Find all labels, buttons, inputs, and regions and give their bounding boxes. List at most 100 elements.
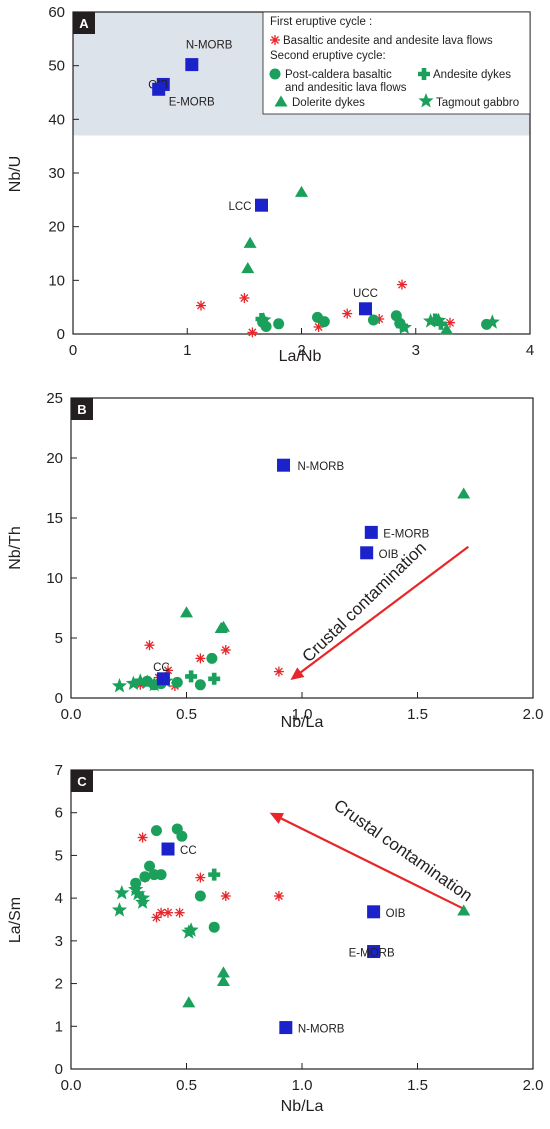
y-tick-label: 0	[55, 690, 63, 707]
x-tick-label: 0.5	[176, 706, 197, 723]
panel-c-asterisk-point	[220, 891, 231, 901]
reference-oib-marker	[360, 546, 374, 560]
reference-n-morb-marker	[185, 58, 199, 72]
panel-c-star-point	[111, 902, 128, 917]
reference-n-morb-label: N-MORB	[298, 461, 345, 473]
x-tick-label: 2	[297, 342, 305, 359]
y-tick-label: 0	[57, 326, 65, 343]
reference-ucc-label: UCC	[353, 288, 378, 300]
panel-c-star-point	[135, 890, 151, 905]
legend-cycle2-heading: Second eruptive cycle:	[270, 50, 386, 62]
panel-c-cross-point	[208, 868, 221, 881]
panel-a-triangle-point	[241, 262, 255, 274]
panel-b-marks: N-MORB E-MORB OIB CC	[111, 458, 471, 693]
panel-a-star-point	[431, 312, 447, 328]
panel-c-circle-point	[208, 921, 220, 933]
legend-triangle-symbol	[274, 95, 288, 107]
x-tick-label: 0.5	[176, 1077, 197, 1094]
reference-e-morb-label: E-MORB	[169, 96, 215, 108]
panel-b-ticks: 0.0 0.5 1.0 1.5 2.0 0 5 10 15 20 25	[46, 390, 543, 723]
panel-b-star-point	[125, 675, 141, 691]
panel-a-star-point	[484, 314, 500, 329]
reference-n-morb-label: N-MORB	[186, 40, 233, 52]
legend-basaltic-label: Basaltic andesite and andesite lava flow…	[283, 35, 493, 47]
panel-c-asterisk-point	[163, 907, 173, 918]
panel-c-circle-point	[194, 890, 206, 902]
y-tick-label: 4	[55, 890, 63, 907]
reference-ucc-marker	[358, 302, 372, 316]
panel-b-star-point	[139, 674, 155, 689]
reference-cc-marker	[161, 842, 175, 856]
reference-oib-marker	[367, 905, 381, 919]
panel-b-circle-point	[206, 652, 218, 664]
panel-b-triangle-point	[457, 487, 471, 499]
x-tick-label: 0	[69, 342, 77, 359]
panel-c-star-point	[128, 881, 144, 897]
panel-a-asterisk-point	[247, 327, 258, 338]
legend-cycle1-heading: First eruptive cycle :	[270, 16, 372, 28]
panel-a-asterisk-point	[239, 293, 250, 303]
x-tick-label: 3	[412, 342, 420, 359]
panel-c-ylabel: La/Sm	[7, 897, 24, 943]
panel-a-star-point	[396, 319, 412, 334]
reference-e-morb-marker	[152, 82, 166, 96]
panel-b-cross-point	[208, 672, 221, 685]
panel-c-asterisk-point	[273, 891, 284, 901]
panel-c-star-point	[114, 885, 130, 900]
panel-a-circle-point	[318, 316, 330, 328]
y-tick-label: 6	[55, 805, 63, 822]
panel-b-circle-point	[171, 676, 183, 688]
y-tick-label: 60	[48, 4, 65, 21]
panel-b: 0.0 0.5 1.0 1.5 2.0 0 5 10 15 20 25 N-MORB E-MORB OI…	[7, 390, 543, 731]
panel-a-xlabel: La/Nb	[279, 348, 322, 365]
panel-c-circle-point	[139, 871, 151, 883]
panel-c-label-box	[71, 770, 93, 792]
contamination-arrow-head	[269, 812, 284, 824]
panel-b-asterisk-point	[195, 653, 206, 664]
y-tick-label: 10	[46, 570, 63, 587]
panel-a-star-point	[256, 312, 272, 327]
reference-n-morb-label: N-MORB	[298, 1024, 345, 1036]
legend-cross-symbol	[418, 68, 430, 80]
panel-c-asterisk-point	[174, 907, 185, 918]
legend-box	[262, 11, 531, 115]
y-tick-label: 10	[48, 272, 65, 289]
panel-c-star-point	[130, 885, 146, 901]
panel-c-triangle-point	[216, 974, 230, 986]
x-tick-label: 1.0	[292, 1077, 313, 1094]
x-tick-label: 0.0	[61, 1077, 82, 1094]
y-tick-label: 7	[55, 762, 63, 779]
panel-b-asterisk-point	[273, 666, 284, 677]
panel-c-marks: CC OIB E-MORB N-MORB	[111, 823, 471, 1036]
legend-star-symbol	[418, 93, 434, 108]
y-tick-label: 50	[48, 58, 65, 75]
reference-cc-marker	[156, 672, 170, 686]
y-tick-label: 15	[46, 510, 63, 527]
panel-c-contamination-arrow	[269, 812, 465, 910]
x-tick-label: 4	[526, 342, 534, 359]
panel-c-triangle-point	[457, 904, 471, 916]
panel-c-star-point	[135, 894, 151, 909]
x-tick-label: 2.0	[523, 1077, 544, 1094]
y-tick-label: 20	[46, 450, 63, 467]
panel-c-star-point	[183, 922, 199, 937]
reference-n-morb-marker	[279, 1021, 293, 1035]
panel-a-asterisk-point	[196, 300, 206, 311]
panel-c-circle-point	[176, 830, 188, 842]
reference-cc-label: CC	[153, 662, 170, 674]
legend-asterisk-symbol	[270, 35, 280, 45]
x-tick-label: 1.5	[407, 1077, 428, 1094]
panel-b-asterisk-point	[220, 645, 231, 655]
reference-lcc-marker	[255, 198, 269, 212]
x-tick-label: 2.0	[523, 706, 544, 723]
panel-b-triangle-point	[216, 620, 230, 632]
panel-a-star-point	[423, 313, 439, 328]
legend-post-caldera-label-1: Post-caldera basaltic	[285, 69, 392, 81]
y-tick-label: 2	[55, 976, 63, 993]
panel-b-star-point	[111, 678, 128, 693]
contamination-arrow-head	[290, 667, 305, 680]
panel-a-label-box	[73, 12, 95, 34]
panel-b-star-point	[146, 676, 162, 692]
